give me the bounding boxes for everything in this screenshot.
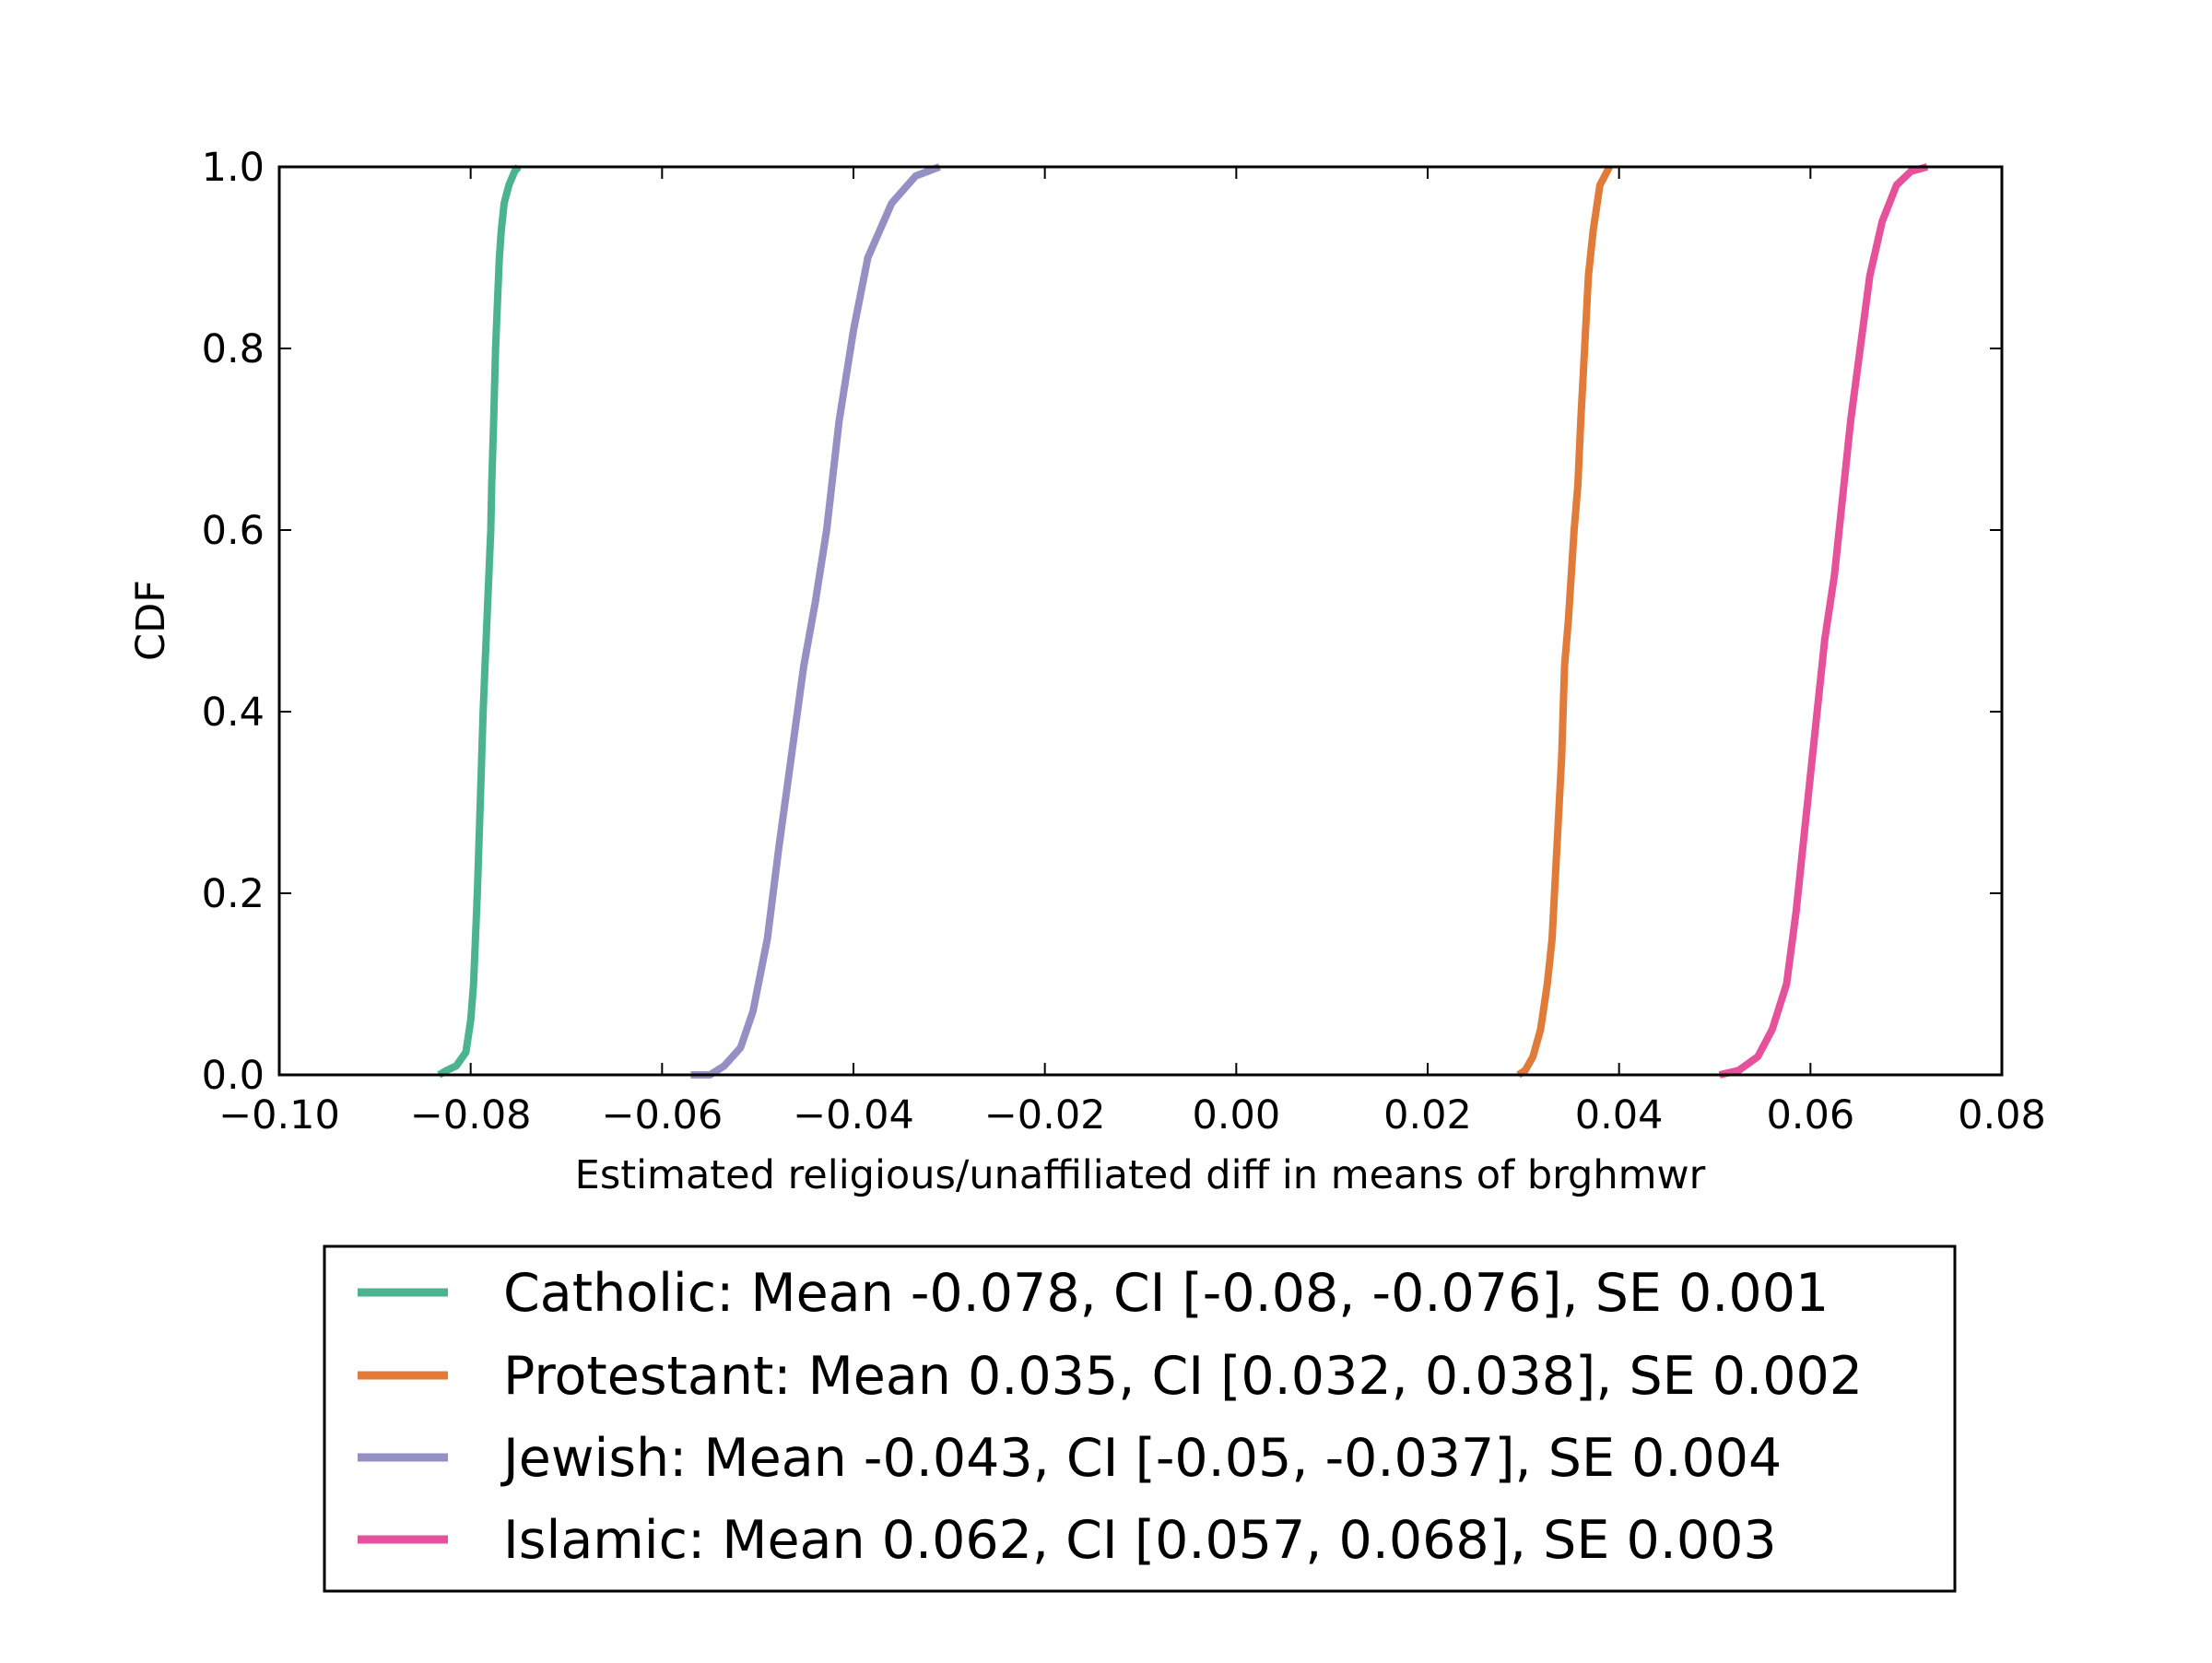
series-line-0 (437, 164, 522, 1079)
x-tick-label: −0.06 (601, 1092, 723, 1138)
legend-label-3: Islamic: Mean 0.062, CI [0.057, 0.068], … (503, 1510, 1777, 1571)
x-tick-label: −0.08 (410, 1092, 532, 1138)
x-tick-label: 0.06 (1766, 1092, 1854, 1138)
y-tick-label: 0.4 (202, 690, 265, 736)
legend-frame (323, 1244, 1957, 1593)
series-line-1 (1516, 165, 1613, 1079)
y-tick-label: 0.8 (202, 326, 265, 372)
y-axis-label: CDF (128, 580, 174, 661)
legend: Catholic: Mean -0.078, CI [-0.08, -0.076… (323, 1244, 1957, 1593)
ticks-layer: −0.10 −0.08 −0.06 −0.04 −0.02 0.00 0.02 0.04 0.0… (202, 145, 2046, 1138)
y-tick-label: 0.0 (202, 1053, 265, 1099)
x-tick-label: 0.02 (1383, 1092, 1472, 1138)
legend-label-1: Protestant: Mean 0.035, CI [0.032, 0.038… (503, 1346, 1863, 1407)
x-tick-label: −0.02 (984, 1092, 1106, 1138)
y-tick-label: 0.6 (202, 508, 265, 554)
legend-items: Catholic: Mean -0.078, CI [-0.08, -0.076… (358, 1263, 1863, 1571)
x-tick-label: −0.10 (218, 1092, 340, 1138)
y-tick-label: 1.0 (202, 145, 265, 191)
x-tick-label: 0.08 (1958, 1092, 2046, 1138)
series-line-3 (1718, 163, 1929, 1079)
y-tick-label: 0.2 (202, 871, 265, 917)
x-tick-label: 0.00 (1192, 1092, 1280, 1138)
series-layer (437, 163, 1929, 1079)
legend-label-2: Jewish: Mean -0.043, CI [-0.05, -0.037],… (500, 1428, 1782, 1489)
plot-frame (277, 165, 2004, 1077)
legend-label-0: Catholic: Mean -0.078, CI [-0.08, -0.076… (503, 1263, 1829, 1324)
x-tick-label: −0.04 (793, 1092, 914, 1138)
x-tick-label: 0.04 (1575, 1092, 1664, 1138)
x-axis-label: Estimated religious/unaffiliated diff in… (575, 1152, 1706, 1198)
series-line-2 (690, 163, 941, 1079)
